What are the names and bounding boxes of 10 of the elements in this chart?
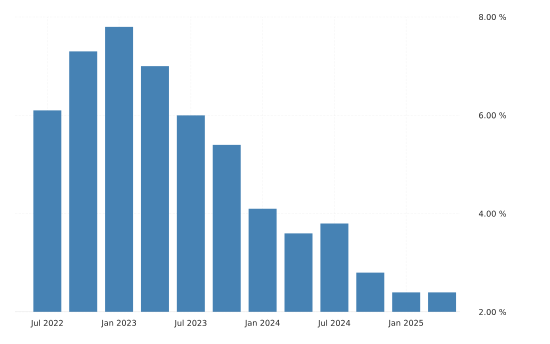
y-tick-label: 4.00 %	[478, 210, 506, 217]
x-tick-label: Jan 2024	[244, 320, 280, 328]
y-tick-label: 2.00 %	[479, 308, 506, 316]
y-tick-label: 8.00 %	[479, 14, 506, 20]
x-tick-label: Jan 2025	[388, 320, 424, 328]
y-tick-label: 6.00 %	[479, 112, 506, 118]
x-tick-label: Jul 2022	[30, 320, 63, 328]
x-tick-label: Jan 2023	[101, 320, 136, 328]
x-tick-label: Jul 2023	[174, 320, 206, 328]
x-tick-label: Jul 2024	[318, 320, 350, 328]
